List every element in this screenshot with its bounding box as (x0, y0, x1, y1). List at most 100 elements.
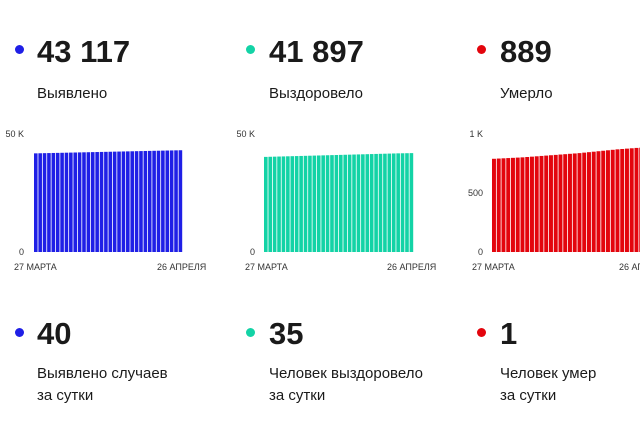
deaths-daily-label-line1: Человек умер (500, 365, 597, 382)
recovered-daily-label-line1: Человек выздоровело (269, 365, 423, 382)
chart-bar (73, 152, 78, 252)
chart-bar (321, 155, 325, 252)
chart-bar (69, 152, 73, 252)
deaths-x-end-label: 26 АПРЕЛЯ (619, 262, 640, 272)
chart-bar (352, 154, 356, 252)
chart-bar (130, 151, 134, 252)
chart-bar (99, 151, 104, 252)
recovered-dot-bottom (246, 328, 255, 337)
chart-bar (634, 147, 639, 252)
chart-bar (539, 155, 544, 252)
chart-bar (515, 157, 520, 252)
chart-bar (281, 156, 286, 252)
chart-bar (525, 157, 530, 252)
chart-bar (334, 155, 339, 252)
recovered-x-end-label: 26 АПРЕЛЯ (387, 262, 437, 272)
chart-bar (121, 151, 126, 252)
recovered-daily-label-line2: за сутки (269, 387, 326, 404)
chart-bar (51, 152, 56, 252)
cases-total: 43 117 (37, 34, 131, 69)
chart-bar (396, 153, 400, 252)
chart-bar (534, 156, 539, 252)
chart-bar (409, 153, 414, 252)
chart-bar (387, 153, 392, 252)
chart-bar (178, 150, 183, 252)
chart-bar (511, 157, 515, 252)
y-tick-label: 1 K (469, 129, 483, 139)
cases-daily-value: 40 (37, 316, 72, 351)
chart-bar (316, 155, 321, 252)
chart-bar (169, 150, 174, 252)
chart-bar (544, 155, 549, 252)
chart-bar (520, 157, 525, 252)
cases-x-end-label: 26 АПРЕЛЯ (157, 262, 207, 272)
y-tick-label: 0 (19, 247, 24, 257)
chart-bar (582, 152, 587, 252)
cases-daily-label-line2: за сутки (37, 387, 94, 404)
chart-bar (553, 154, 558, 252)
y-tick-label: 50 K (5, 129, 24, 139)
chart-bar (400, 153, 405, 252)
chart-bar (34, 153, 38, 252)
chart-bar (325, 155, 330, 252)
deaths-daily-label-line2: за сутки (500, 387, 557, 404)
recovered-total: 41 897 (269, 34, 364, 69)
chart-bar (343, 154, 348, 252)
cases-x-start-label: 27 МАРТА (14, 262, 57, 272)
panel-deaths: 889 Умерло 0 500 1 K 27 МАРТА 26 АПРЕЛЯ 1 … (463, 0, 640, 427)
deaths-daily-value: 1 (500, 316, 518, 351)
chart-bar (117, 151, 121, 252)
chart-bar (286, 156, 290, 252)
chart-bar (330, 155, 334, 252)
deaths-chart: 0 500 1 K (468, 129, 640, 257)
chart-bar (606, 150, 610, 252)
chart-bar (405, 153, 409, 252)
chart-bar (615, 149, 620, 252)
chart-bar (152, 150, 156, 252)
chart-bar (369, 154, 374, 252)
chart-bar (365, 154, 370, 252)
deaths-total-label: Умерло (500, 85, 553, 102)
chart-bar (161, 150, 165, 252)
chart-bar (303, 155, 308, 252)
chart-bar (82, 152, 86, 252)
panel-recovered: 41 897 Выздоровело 0 50 K 27 МАРТА 26 АПР… (231, 0, 463, 427)
chart-bar (568, 153, 572, 252)
chart-bar (374, 153, 378, 252)
chart-bar (156, 150, 161, 252)
panel-cases: 43 117 Выявлено 0 50 K 27 МАРТА 26 АПРЕЛЯ… (0, 0, 232, 427)
chart-bar (563, 154, 568, 252)
chart-bar (378, 153, 383, 252)
cases-daily-label-line1: Выявлено случаев (37, 365, 168, 382)
deaths-total: 889 (500, 34, 552, 69)
chart-bar (272, 156, 277, 252)
recovered-x-start-label: 27 МАРТА (245, 262, 288, 272)
chart-bar (134, 151, 139, 252)
chart-bar (143, 150, 148, 252)
chart-bar (312, 155, 317, 252)
chart-bar (165, 150, 170, 252)
chart-bar (290, 156, 295, 252)
recovered-dot-top (246, 45, 255, 54)
cases-dot-bottom (15, 328, 24, 337)
chart-bar (174, 150, 178, 252)
deaths-x-start-label: 27 МАРТА (472, 262, 515, 272)
chart-bar (506, 158, 511, 252)
chart-bar (60, 152, 64, 252)
chart-bar (361, 154, 365, 252)
chart-bar (610, 149, 615, 252)
chart-bar (558, 154, 563, 252)
chart-bar (492, 158, 496, 252)
chart-bar (42, 153, 47, 252)
chart-bar (625, 148, 629, 252)
chart-bar (339, 154, 343, 252)
chart-bar (501, 158, 506, 252)
y-tick-label: 0 (478, 247, 483, 257)
chart-bar (90, 152, 95, 252)
chart-bar (126, 151, 130, 252)
recovered-daily-value: 35 (269, 316, 304, 351)
chart-bar (38, 153, 42, 252)
chart-bar (112, 151, 117, 252)
chart-bar (383, 153, 387, 252)
chart-bar (496, 158, 501, 252)
